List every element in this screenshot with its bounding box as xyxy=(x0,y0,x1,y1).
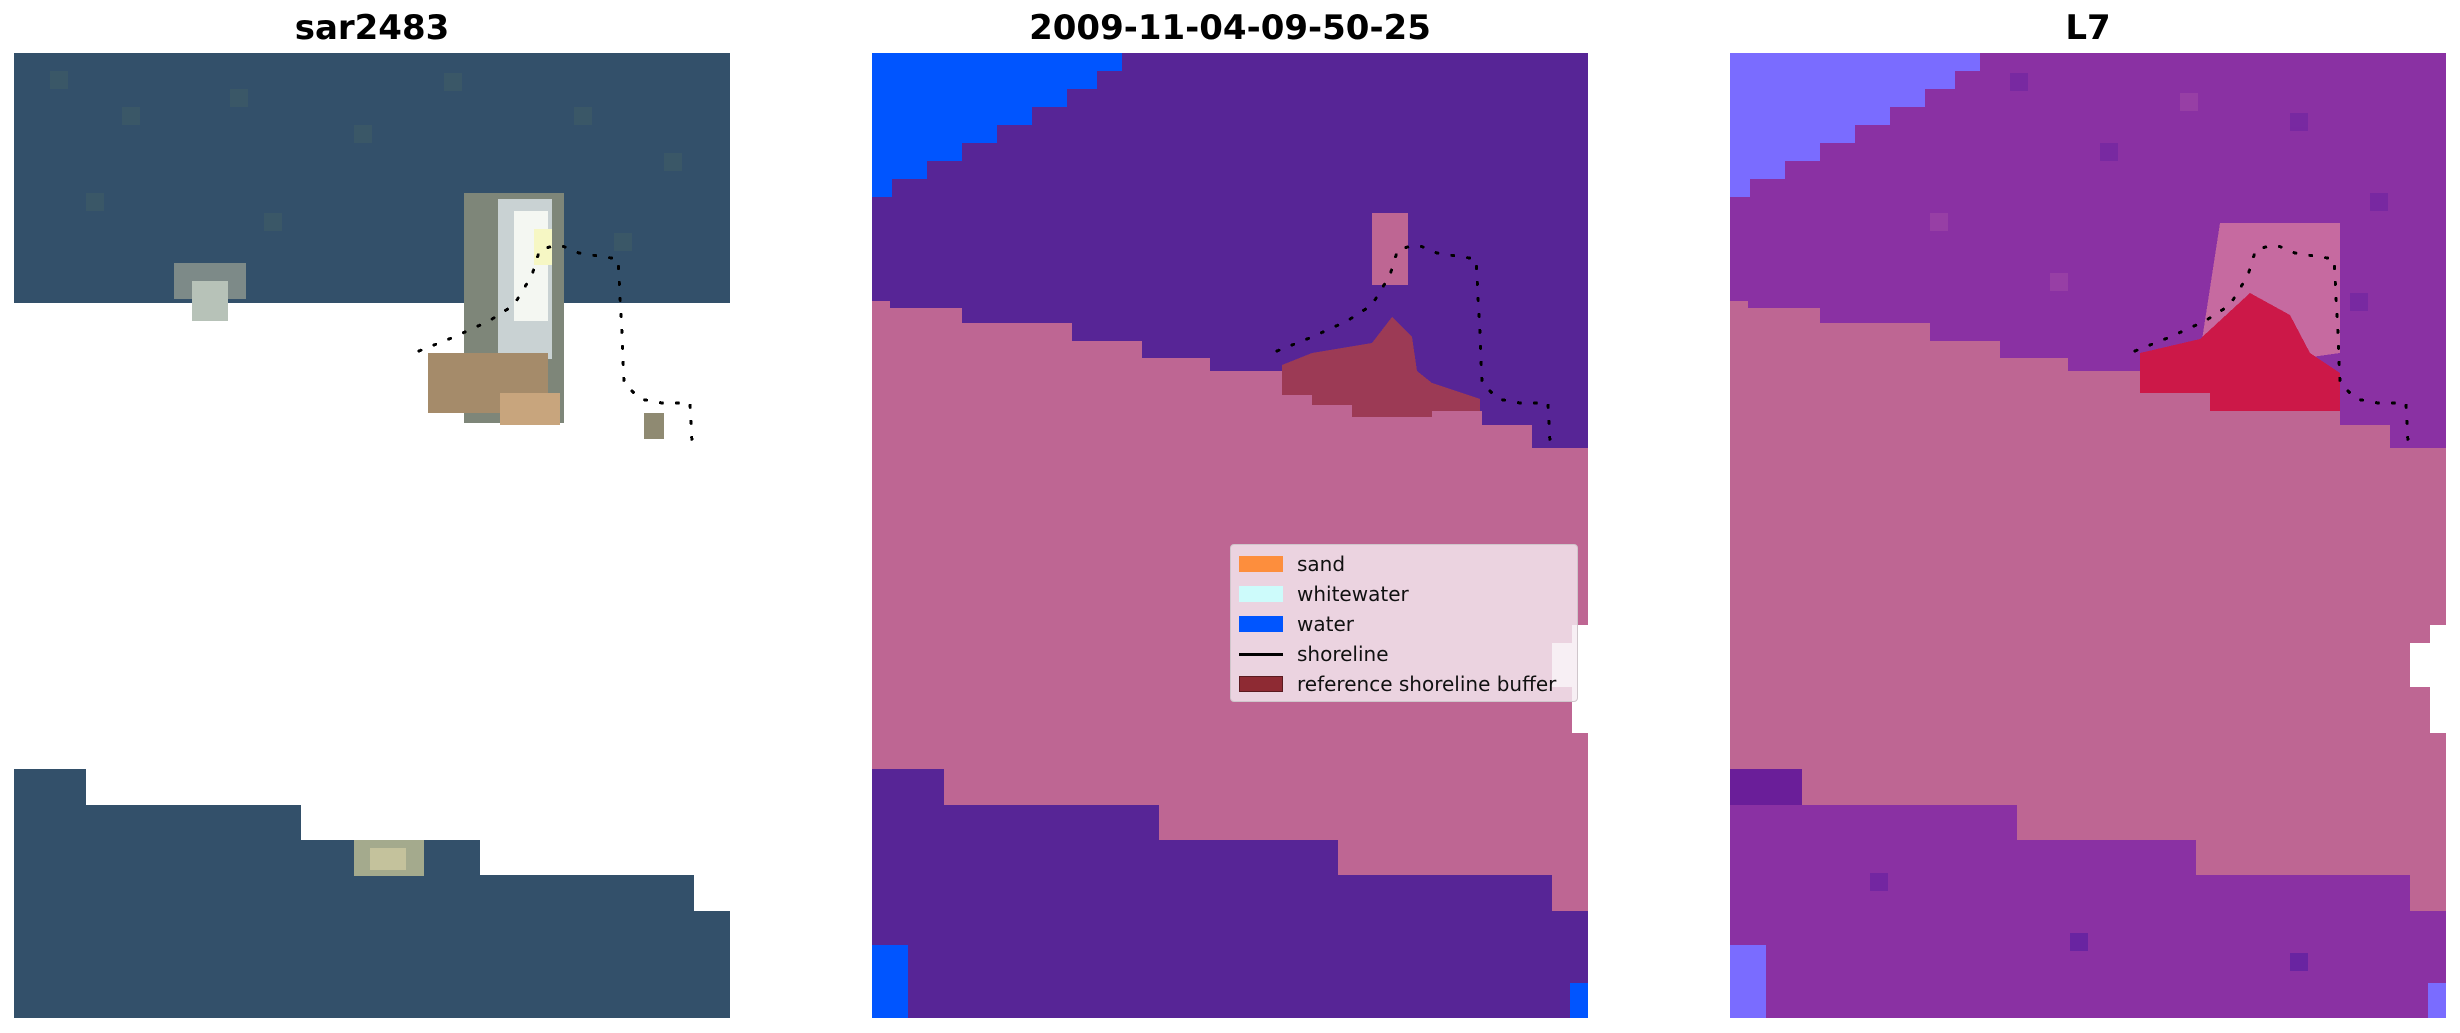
land-patch xyxy=(1372,213,1408,285)
legend-label-water: water xyxy=(1297,612,1354,636)
water-region-bottom-right xyxy=(1570,983,1588,1018)
shoreline-trace-rgb xyxy=(417,243,694,445)
water-region-top xyxy=(872,53,1122,197)
l7-content xyxy=(1730,53,2446,1018)
legend-item-sand: sand xyxy=(1239,549,1569,579)
ocean-region-bottom xyxy=(872,769,1588,1018)
legend-label-buffer: reference shoreline buffer xyxy=(1297,672,1557,696)
water-region-bottom-left xyxy=(872,945,908,1018)
l7-water-bottom-right xyxy=(2428,983,2446,1018)
legend-swatch-whitewater xyxy=(1239,586,1283,602)
l7-texture xyxy=(1930,73,2388,311)
classification-panel xyxy=(872,53,1588,1018)
panel-title-l7: L7 xyxy=(2065,8,2111,48)
bright-feature-left xyxy=(174,263,246,321)
panel-title-rgb: sar2483 xyxy=(294,8,450,48)
legend-item-shoreline: shoreline xyxy=(1239,639,1569,669)
l7-buffer xyxy=(2140,293,2340,411)
legend-label-whitewater: whitewater xyxy=(1297,582,1409,606)
shoreline-trace-l7 xyxy=(2133,243,2410,445)
legend-line-shoreline xyxy=(1239,652,1283,656)
l7-nodata-edge xyxy=(2410,625,2446,733)
legend-item-buffer: reference shoreline buffer xyxy=(1239,669,1569,699)
legend-item-whitewater: whitewater xyxy=(1239,579,1569,609)
bright-feature-right xyxy=(428,193,664,439)
legend-swatch-sand xyxy=(1239,556,1283,572)
rgb-image-content xyxy=(14,53,730,1018)
panel-title-classification: 2009-11-04-09-50-25 xyxy=(1029,8,1431,48)
legend-item-water: water xyxy=(1239,609,1569,639)
l7-water-bottom-left xyxy=(1730,945,1766,1018)
legend-label-shoreline: shoreline xyxy=(1297,642,1389,666)
rgb-image-panel xyxy=(14,53,730,1018)
legend-swatch-water xyxy=(1239,616,1283,632)
rgb-texture xyxy=(50,71,682,251)
l7-water-top xyxy=(1730,53,1980,197)
classification-content xyxy=(872,53,1588,1018)
legend: sand whitewater water shoreline referenc… xyxy=(1230,544,1578,702)
l7-ocean-bottom xyxy=(1730,769,2446,1018)
legend-swatch-buffer xyxy=(1239,676,1283,692)
shoreline-trace-classification xyxy=(1275,243,1552,445)
legend-label-sand: sand xyxy=(1297,552,1346,576)
reference-shoreline-buffer xyxy=(1282,317,1480,417)
l7-panel xyxy=(1730,53,2446,1018)
